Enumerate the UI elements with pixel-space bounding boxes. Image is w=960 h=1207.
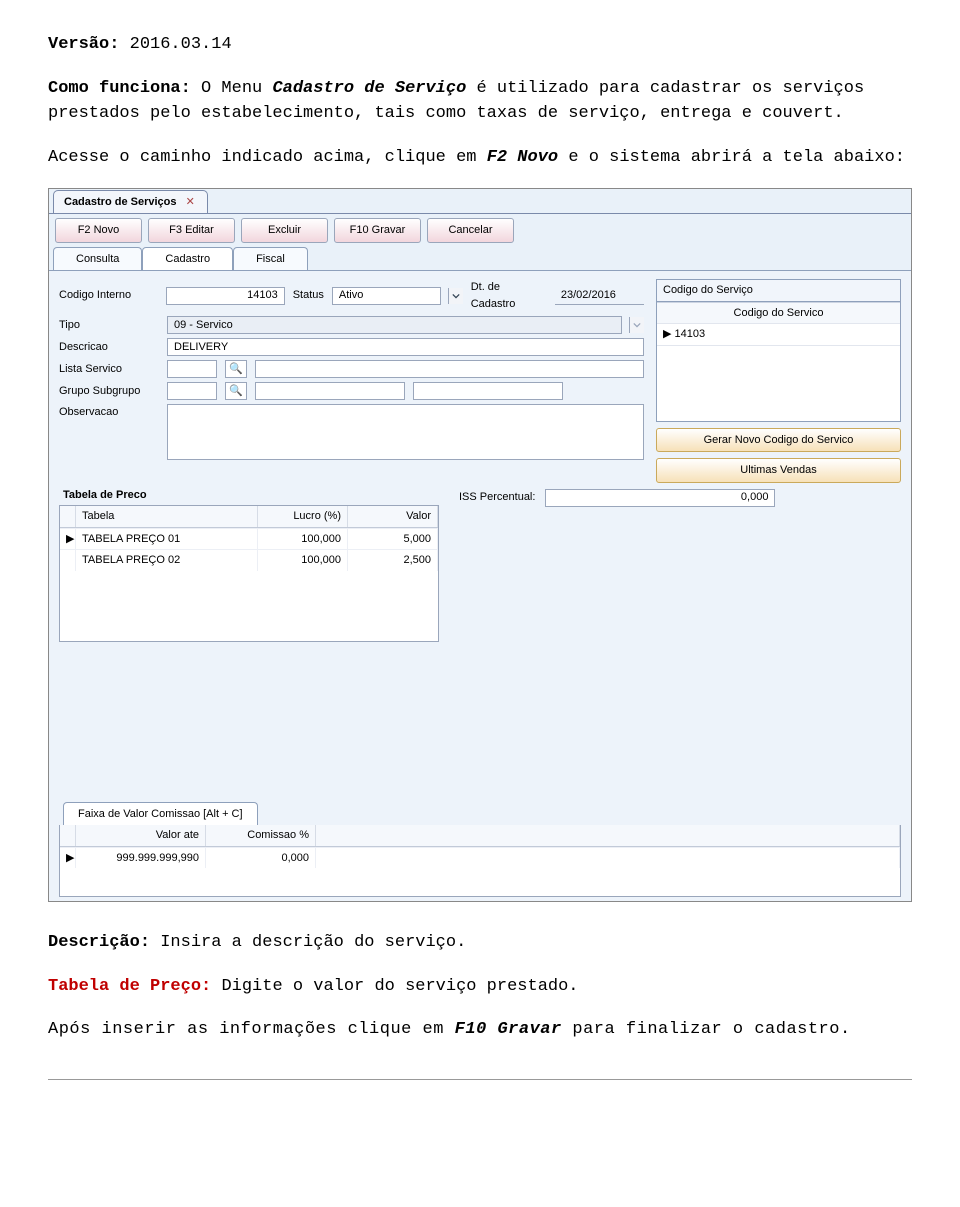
codigo-servico-title: Codigo do Serviço	[657, 280, 900, 302]
footer-divider	[48, 1079, 912, 1080]
desc-text: Insira a descrição do serviço.	[160, 933, 466, 952]
codigo-servico-box: Codigo do Serviço Codigo do Servico ▶ 14…	[656, 279, 901, 422]
excluir-button[interactable]: Excluir	[241, 218, 328, 243]
chevron-down-icon[interactable]	[629, 317, 644, 333]
p5-a: Após inserir as informações clique em	[48, 1020, 444, 1039]
close-icon[interactable]: ✕	[186, 196, 195, 208]
grupo-code-field[interactable]	[167, 382, 217, 400]
tipo-select[interactable]: 09 - Servico	[167, 316, 622, 334]
p1-b: O Menu	[201, 79, 262, 98]
grupo-label: Grupo Subgrupo	[59, 383, 159, 400]
tab-cadastro[interactable]: Cadastro	[142, 247, 233, 271]
codigo-servico-row: ▶ 14103	[657, 324, 900, 346]
comissao-section: Faixa de Valor Comissao [Alt + C] Valor …	[59, 802, 901, 898]
iss-label: ISS Percentual:	[459, 489, 535, 506]
window-title: Cadastro de Serviços	[64, 196, 177, 208]
iss-field[interactable]: 0,000	[545, 489, 775, 507]
p5-c: para finalizar o cadastro.	[572, 1020, 850, 1039]
table-row[interactable]: ▶ TABELA PREÇO 01 100,000 5,000	[60, 528, 438, 550]
row-marker-icon: ▶	[663, 328, 671, 340]
p5-b: F10 Gravar	[455, 1020, 562, 1039]
right-column: Codigo do Serviço Codigo do Servico ▶ 14…	[656, 279, 901, 483]
observacao-field[interactable]	[167, 404, 644, 460]
comissao-table[interactable]: Valor ate Comissao % ▶ 999.999.999,990 0…	[59, 825, 901, 897]
com-col-valor: Valor ate	[76, 825, 206, 846]
price-col-valor: Valor	[348, 506, 438, 527]
price-row-valor: 2,500	[348, 549, 438, 571]
price-table[interactable]: Tabela Lucro (%) Valor ▶ TABELA PREÇO 01…	[59, 505, 439, 642]
price-col-lucro: Lucro (%)	[258, 506, 348, 527]
codigo-interno-label: Codigo Interno	[59, 287, 158, 304]
dt-value: 23/02/2016	[555, 287, 644, 305]
p2-a: Acesse o caminho indicado acima, clique …	[48, 148, 476, 167]
app-window: Cadastro de Serviços ✕ F2 Novo F3 Editar…	[48, 188, 912, 902]
codigo-servico-grid[interactable]: Codigo do Servico ▶ 14103	[657, 302, 900, 421]
lista-code-field[interactable]	[167, 360, 217, 378]
p2-c: e o sistema abrirá a tela abaixo:	[568, 148, 905, 167]
status-select[interactable]: Ativo	[332, 287, 441, 305]
price-row-valor: 5,000	[348, 528, 438, 550]
tab-consulta[interactable]: Consulta	[53, 247, 142, 271]
tab-fiscal[interactable]: Fiscal	[233, 247, 308, 271]
search-icon[interactable]: 🔍	[225, 382, 247, 400]
codigo-servico-value: 14103	[675, 328, 706, 340]
table-row[interactable]: TABELA PREÇO 02 100,000 2,500	[60, 549, 438, 571]
p1-c: Cadastro de Serviço	[272, 79, 466, 98]
versao-value: 2016.03.14	[130, 35, 232, 54]
cancelar-button[interactable]: Cancelar	[427, 218, 514, 243]
codigo-servico-col: Codigo do Servico	[657, 303, 900, 325]
table-row[interactable]: ▶ 999.999.999,990 0,000	[60, 847, 900, 869]
lista-desc-field[interactable]	[255, 360, 644, 378]
descricao-field[interactable]: DELIVERY	[167, 338, 644, 356]
status-label: Status	[293, 287, 324, 304]
versao-label: Versão:	[48, 35, 119, 54]
grupo-field[interactable]	[255, 382, 405, 400]
desc-label: Descrição:	[48, 933, 150, 952]
com-col-perc: Comissao %	[206, 825, 316, 846]
price-row-nome: TABELA PREÇO 02	[76, 549, 258, 571]
codigo-interno-field[interactable]: 14103	[166, 287, 285, 305]
ultimas-vendas-button[interactable]: Ultimas Vendas	[656, 458, 901, 483]
row-marker-icon: ▶	[60, 847, 76, 869]
window-tabstrip: Cadastro de Serviços ✕	[49, 189, 911, 214]
price-section: Tabela de Preco Tabela Lucro (%) Valor ▶…	[59, 483, 901, 642]
price-title: Tabela de Preco	[59, 483, 439, 506]
dt-label: Dt. de Cadastro	[471, 279, 547, 312]
chevron-down-icon[interactable]	[448, 288, 463, 304]
tipo-label: Tipo	[59, 317, 159, 334]
price-row-lucro: 100,000	[258, 549, 348, 571]
f3-editar-button[interactable]: F3 Editar	[148, 218, 235, 243]
subgrupo-field[interactable]	[413, 382, 563, 400]
com-row-perc: 0,000	[206, 847, 316, 869]
form-pane: Codigo Interno 14103 Status Ativo Dt. de…	[49, 270, 911, 901]
preco-label: Tabela de Preço:	[48, 977, 211, 996]
lista-label: Lista Servico	[59, 361, 159, 378]
p2-b: F2 Novo	[487, 148, 558, 167]
form-tabs: Consulta Cadastro Fiscal	[49, 247, 911, 271]
price-col-tabela: Tabela	[76, 506, 258, 527]
obs-label: Observacao	[59, 404, 159, 421]
p1-a: Como funciona:	[48, 79, 191, 98]
com-row-valor: 999.999.999,990	[76, 847, 206, 869]
preco-text: Digite o valor do serviço prestado.	[221, 977, 578, 996]
gerar-codigo-button[interactable]: Gerar Novo Codigo do Servico	[656, 428, 901, 453]
window-tab[interactable]: Cadastro de Serviços ✕	[53, 190, 208, 214]
f10-gravar-button[interactable]: F10 Gravar	[334, 218, 421, 243]
search-icon[interactable]: 🔍	[225, 360, 247, 378]
descricao-label: Descricao	[59, 339, 159, 356]
toolbar: F2 Novo F3 Editar Excluir F10 Gravar Can…	[49, 214, 911, 247]
f2-novo-button[interactable]: F2 Novo	[55, 218, 142, 243]
tab-comissao[interactable]: Faixa de Valor Comissao [Alt + C]	[63, 802, 258, 826]
price-row-lucro: 100,000	[258, 528, 348, 550]
status-value: Ativo	[339, 287, 363, 304]
price-row-nome: TABELA PREÇO 01	[76, 528, 258, 550]
row-marker-icon: ▶	[60, 528, 76, 550]
form-left: Codigo Interno 14103 Status Ativo Dt. de…	[59, 279, 644, 483]
